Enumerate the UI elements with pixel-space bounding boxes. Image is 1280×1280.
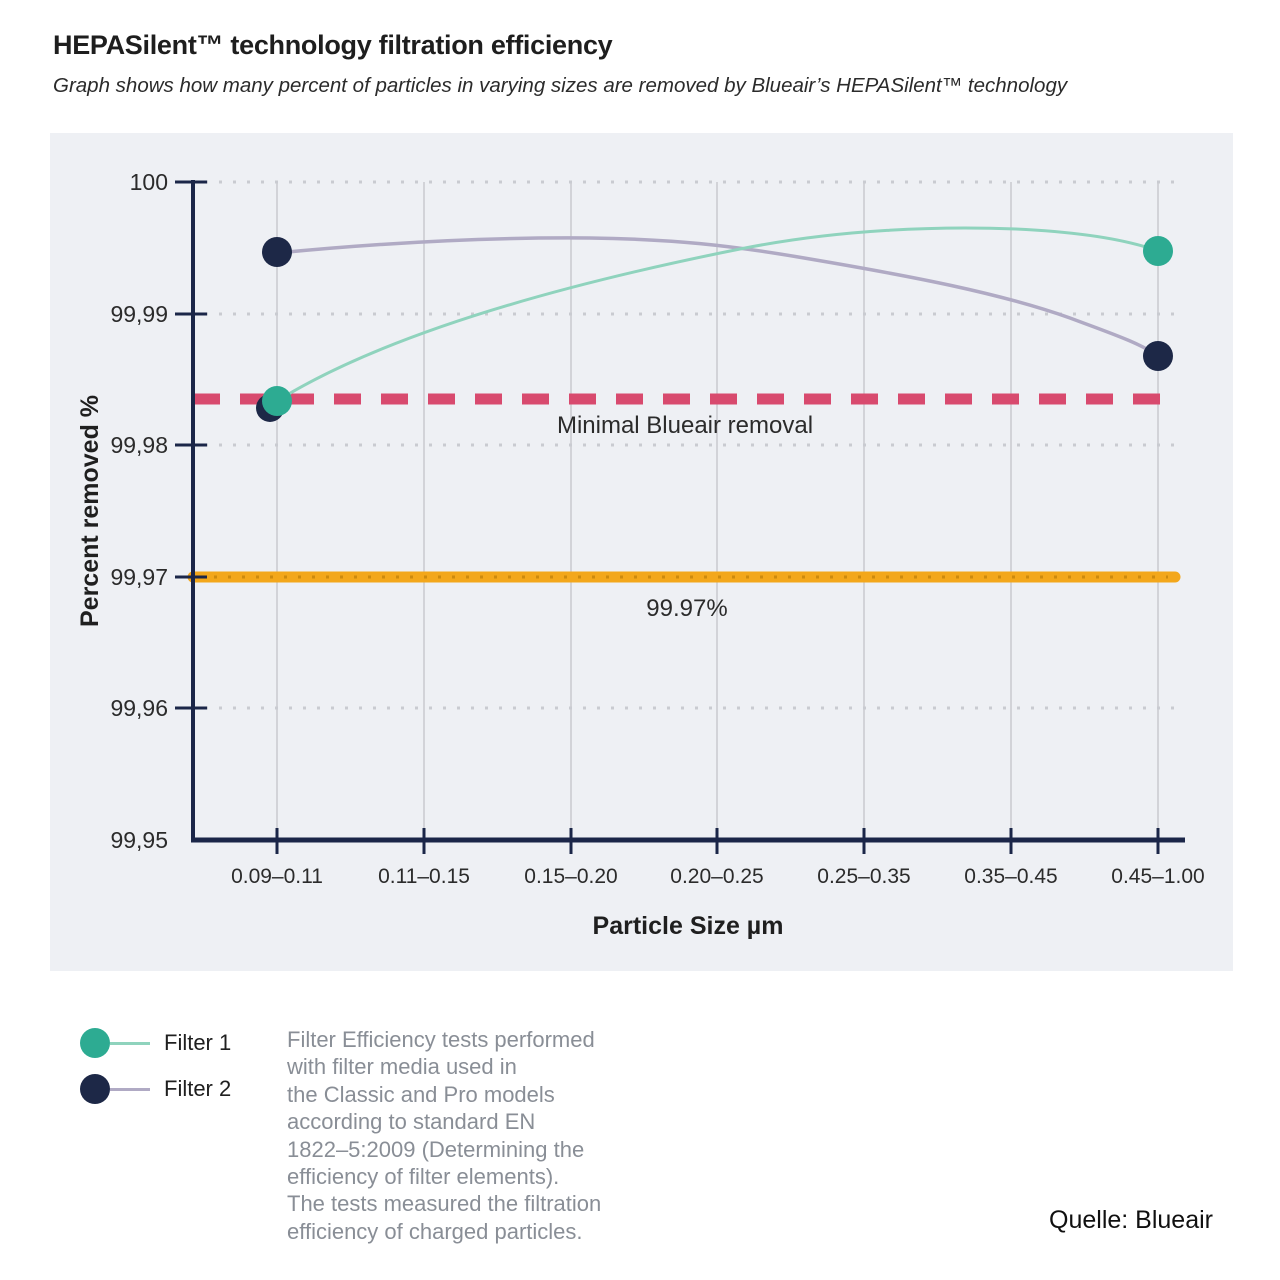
y-axis-title: Percent removed %	[76, 395, 104, 627]
filter-1-line-swatch	[110, 1041, 150, 1045]
vertical-gridlines	[276, 182, 1159, 838]
y-tick-marks	[175, 180, 207, 710]
x-tick-label: 0.15–0.20	[524, 865, 617, 888]
filter-1-marker-icon	[80, 1028, 110, 1058]
y-tick-label: 99,95	[110, 827, 168, 853]
y-tick-label: 99,96	[110, 695, 168, 721]
legend-label: Filter 1	[164, 1030, 232, 1055]
filter-2-marker-icon	[80, 1074, 110, 1104]
x-tick-label: 0.20–0.25	[670, 865, 763, 888]
chart-title: HEPASilent™ technology filtration effici…	[53, 30, 613, 60]
legend-label: Filter 2	[164, 1076, 232, 1101]
horizontal-gridlines	[205, 180, 1185, 710]
legend-item-filter-2: Filter 2	[80, 1073, 231, 1105]
filtration-efficiency-chart: 100 99,99 99,98 99,97 99,96 99,95 0.09–0…	[76, 169, 1205, 940]
filter-1-curve	[276, 226, 1159, 403]
x-tick-label: 0.45–1.00	[1111, 865, 1204, 888]
chart-subtitle: Graph shows how many percent of particle…	[53, 74, 1068, 97]
minimal-removal-label: Minimal Blueair removal	[557, 412, 813, 439]
source-attribution: Quelle: Blueair	[1049, 1206, 1213, 1234]
x-axis-title: Particle Size µm	[593, 912, 784, 940]
y-tick-label: 100	[130, 169, 168, 195]
chart-panel: 100 99,99 99,98 99,97 99,96 99,95 0.09–0…	[50, 133, 1233, 971]
test-methodology-footnote: Filter Efficiency tests performed with f…	[287, 1027, 602, 1244]
y-tick-labels: 100 99,99 99,98 99,97 99,96 99,95	[110, 169, 168, 853]
y-tick-label: 99,98	[110, 432, 168, 458]
filter-1-markers	[262, 236, 1173, 416]
filter-2-curve	[276, 236, 1160, 358]
y-tick-label: 99,97	[110, 564, 168, 590]
filter-2-line-swatch	[110, 1087, 150, 1091]
x-tick-label: 0.25–0.35	[817, 865, 910, 888]
x-tick-marks	[275, 828, 1160, 854]
legend-item-filter-1: Filter 1	[80, 1027, 231, 1059]
9997-percent-label: 99.97%	[646, 595, 727, 622]
x-tick-label: 0.09–0.11	[231, 865, 323, 888]
x-tick-labels: 0.09–0.11 0.11–0.15 0.15–0.20 0.20–0.25 …	[231, 865, 1205, 888]
x-tick-label: 0.35–0.45	[964, 865, 1057, 888]
y-tick-label: 99,99	[110, 301, 168, 327]
axes	[191, 180, 1185, 843]
chart-legend: Filter 1 Filter 2	[80, 1027, 231, 1119]
x-tick-label: 0.11–0.15	[378, 865, 470, 888]
